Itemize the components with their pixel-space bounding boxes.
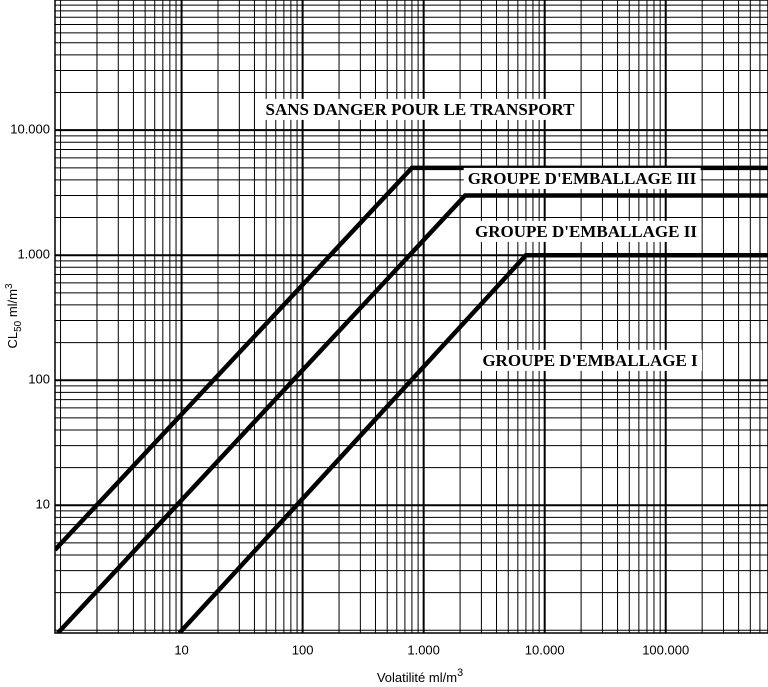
region-label: GROUPE D'EMBALLAGE I	[482, 351, 698, 370]
region-label: GROUPE D'EMBALLAGE II	[475, 222, 697, 241]
boundary-line	[177, 252, 768, 633]
grid	[54, 0, 768, 634]
x-tick-label: 100.000	[642, 642, 689, 657]
y-tick-label: 1.000	[17, 247, 50, 262]
x-axis-label-sup: 3	[457, 667, 463, 679]
y-axis-label-sub: 50	[13, 320, 24, 332]
boundary-line	[56, 193, 768, 633]
y-tick-label: 10	[36, 497, 50, 512]
boundary-line	[55, 165, 768, 552]
region-label-background	[463, 167, 701, 189]
region-label-background	[471, 220, 702, 242]
region-label: GROUPE D'EMBALLAGE III	[468, 169, 697, 188]
region-label: SANS DANGER POUR LE TRANSPORT	[266, 100, 576, 119]
y-axis-label: CL50 ml/m3	[4, 283, 24, 349]
y-axis-label-text: ml/m	[5, 289, 20, 321]
region-label-background	[478, 349, 703, 371]
y-axis-label-text: CL	[5, 332, 20, 349]
x-tick-label: 1.000	[407, 642, 440, 657]
x-tick-label: 10.000	[525, 642, 565, 657]
x-axis-label-text: Volatilité ml/m	[377, 670, 457, 685]
y-tick-label: 100	[28, 372, 50, 387]
x-tick-label: 100	[292, 642, 314, 657]
plot-frame	[54, 0, 768, 634]
labels: 10 100 1.000 10.000 100.000 10 100 1.000 10.000	[10, 122, 689, 658]
lines	[55, 165, 768, 633]
y-tick-label: 10.000	[10, 122, 50, 137]
x-axis-label: Volatilité ml/m3	[377, 667, 463, 686]
x-tick-label: 10	[174, 642, 188, 657]
region-label-background	[261, 98, 580, 120]
y-axis-label-sup: 3	[4, 283, 15, 289]
